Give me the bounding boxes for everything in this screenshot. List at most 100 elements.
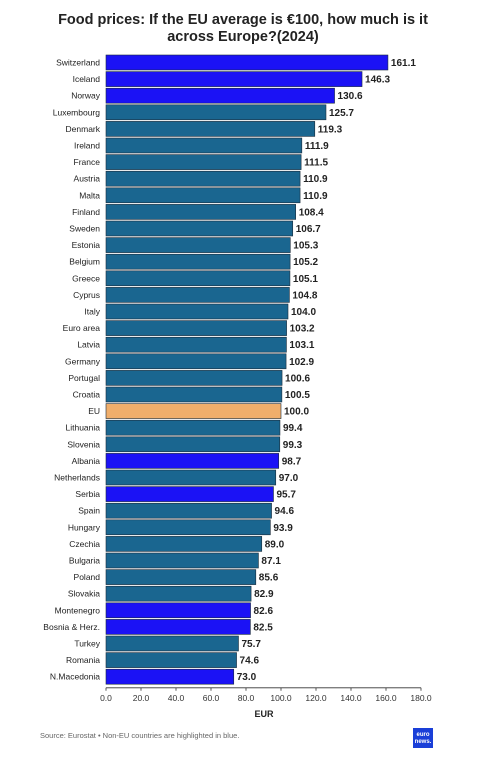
bar-romania: [105, 652, 237, 668]
category-label: Slovakia: [68, 589, 100, 599]
category-label: Germany: [65, 356, 101, 366]
value-label: 102.9: [289, 357, 314, 368]
category-label: Denmark: [66, 124, 101, 134]
value-label: 106.7: [296, 224, 321, 235]
bar-switzerland: [105, 54, 389, 71]
value-label: 104.8: [292, 290, 317, 301]
bar-hungary: [105, 519, 271, 536]
category-label: Turkey: [74, 639, 100, 649]
category-label: Iceland: [73, 74, 101, 84]
value-label: 100.6: [285, 373, 310, 384]
category-label: Croatia: [73, 390, 101, 400]
bar-albania: [105, 453, 280, 469]
value-label: 105.1: [293, 274, 318, 285]
chart-title-line-1: Food prices: If the EU average is €100, …: [58, 12, 428, 28]
category-label: Malta: [79, 190, 100, 200]
category-label: Sweden: [69, 224, 100, 234]
bar-lithuania: [105, 419, 281, 436]
value-label: 105.2: [293, 257, 318, 268]
value-label: 87.1: [261, 556, 281, 567]
value-label: 99.4: [283, 423, 303, 434]
bar-sweden: [105, 220, 294, 237]
category-label: Euro area: [63, 323, 101, 333]
category-label: Switzerland: [56, 58, 100, 68]
category-label: Italy: [84, 307, 100, 317]
x-tick-label: 160.0: [375, 693, 397, 703]
bar-austria: [105, 170, 301, 187]
value-label: 130.6: [338, 91, 363, 102]
value-label: 111.9: [305, 141, 329, 152]
category-label: Spain: [78, 506, 100, 516]
bar-malta: [105, 187, 301, 204]
bar-slovenia: [105, 436, 281, 453]
x-tick-label: 100.0: [270, 693, 292, 703]
bar-luxembourg: [105, 104, 327, 121]
category-label: Czechia: [69, 539, 100, 549]
value-label: 161.1: [391, 58, 416, 69]
category-label: Bulgaria: [69, 556, 100, 566]
value-label: 105.3: [293, 241, 318, 252]
source-note: Source: Eurostat • Non-EU countries are …: [40, 731, 240, 740]
value-label: 74.6: [240, 656, 260, 667]
value-label: 73.0: [237, 672, 257, 683]
x-tick-label: 140.0: [340, 693, 362, 703]
category-label: EU: [88, 406, 100, 416]
bar-turkey: [105, 635, 239, 652]
category-label: Montenegro: [55, 605, 101, 615]
category-label: Finland: [72, 207, 100, 217]
x-tick-label: 40.0: [168, 693, 185, 703]
bar-cyprus: [105, 287, 290, 303]
value-label: 99.3: [283, 440, 303, 451]
bar-finland: [105, 204, 296, 220]
category-label: Belgium: [69, 257, 100, 267]
value-label: 94.6: [275, 506, 295, 517]
category-label: Romania: [66, 655, 100, 665]
category-label: Latvia: [77, 340, 100, 350]
value-label: 82.6: [254, 606, 274, 617]
value-label: 110.9: [303, 191, 328, 202]
category-label: Cyprus: [73, 290, 100, 300]
value-label: 111.5: [304, 158, 328, 169]
bar-spain: [105, 502, 272, 519]
x-tick-label: 60.0: [203, 693, 220, 703]
bars-layer: Switzerland 161.1 Iceland 146.3 Norway 130.6 L…: [43, 54, 416, 685]
bar-eu: [105, 403, 282, 419]
chart-title: Food prices: If the EU average is €100, …: [0, 12, 486, 46]
bar-czechia: [105, 536, 263, 552]
category-label: N.Macedonia: [50, 672, 100, 682]
value-label: 108.4: [299, 207, 324, 218]
category-label: Portugal: [68, 373, 100, 383]
value-label: 103.1: [289, 340, 314, 351]
value-label: 98.7: [282, 456, 302, 467]
euronews-logo: euro news.: [413, 728, 433, 748]
chart-title-line-2: across Europe?(2024): [167, 29, 319, 45]
bar-euro-area: [105, 320, 287, 336]
logo-text-2: news.: [414, 738, 432, 745]
category-label: Norway: [71, 91, 101, 101]
value-label: 110.9: [303, 174, 328, 185]
category-label: Ireland: [74, 141, 100, 151]
value-label: 100.5: [285, 390, 310, 401]
bar-bosnia-herz-: [105, 619, 251, 635]
bar-germany: [105, 353, 287, 370]
value-label: 93.9: [273, 523, 293, 534]
value-label: 82.5: [253, 622, 273, 633]
bar-greece: [105, 270, 291, 287]
bar-poland: [105, 569, 257, 585]
category-label: Slovenia: [67, 439, 100, 449]
bar-montenegro: [105, 602, 251, 619]
value-label: 104.0: [291, 307, 316, 318]
category-label: Estonia: [72, 240, 101, 250]
bar-portugal: [105, 370, 283, 386]
bar-slovakia: [105, 585, 252, 602]
value-label: 75.7: [241, 639, 261, 650]
bar-serbia: [105, 486, 274, 502]
value-label: 82.9: [254, 589, 274, 600]
category-label: Lithuania: [65, 423, 100, 433]
x-tick-label: 80.0: [238, 693, 255, 703]
x-tick-label: 0.0: [100, 693, 112, 703]
category-label: France: [74, 157, 101, 167]
x-axis-label: EUR: [254, 709, 274, 719]
bar-italy: [105, 303, 289, 320]
